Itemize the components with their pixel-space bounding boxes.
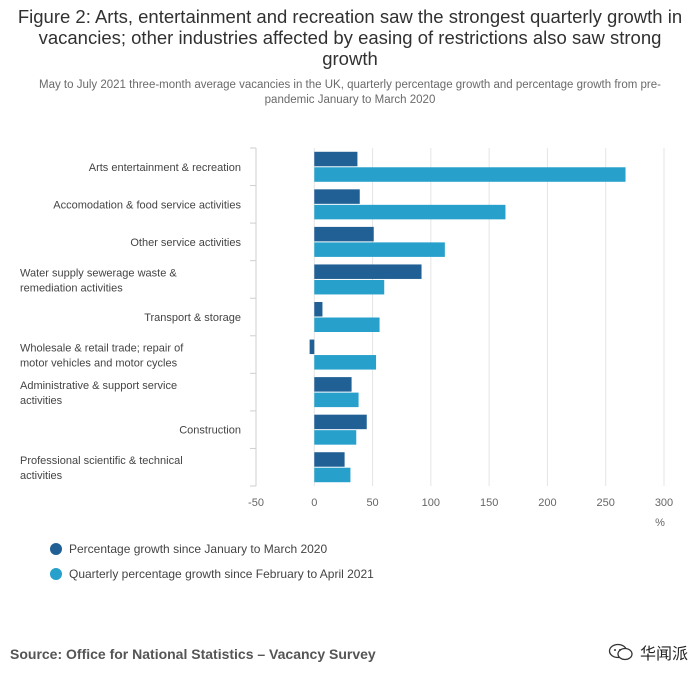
x-tick-label: 150 <box>480 497 498 509</box>
bar-quarterly <box>314 467 351 483</box>
bar-quarterly <box>314 242 445 257</box>
category-label: Professional scientific & technical <box>20 455 183 467</box>
bar-pre-pandemic <box>314 302 323 317</box>
bar-pre-pandemic <box>314 189 360 204</box>
category-label: Transport & storage <box>144 312 241 324</box>
x-tick-label: 300 <box>655 497 673 509</box>
x-axis-label: % <box>655 517 665 529</box>
bar-quarterly <box>314 392 359 408</box>
x-tick-label: 200 <box>538 497 556 509</box>
bar-quarterly <box>314 204 506 220</box>
watermark: 华闻派 <box>608 640 688 664</box>
x-tick-label: 100 <box>422 497 440 509</box>
x-tick-label: 50 <box>366 497 378 509</box>
legend-label-pre-pandemic: Percentage growth since January to March… <box>69 542 328 556</box>
wechat-icon <box>608 643 633 661</box>
bar-pre-pandemic <box>314 264 422 279</box>
category-label: activities <box>20 470 63 482</box>
bar-quarterly <box>314 355 377 370</box>
legend-label-quarterly: Quarterly percentage growth since Februa… <box>69 567 374 581</box>
category-label: Administrative & support service <box>20 380 177 392</box>
bar-pre-pandemic <box>314 226 374 242</box>
bar-quarterly <box>314 430 357 445</box>
bar-pre-pandemic <box>314 414 367 430</box>
bar-pre-pandemic <box>314 151 358 167</box>
legend-item-quarterly[interactable]: Quarterly percentage growth since Februa… <box>50 567 374 581</box>
bar-pre-pandemic <box>314 377 352 392</box>
category-label: motor vehicles and motor cycles <box>20 358 178 370</box>
legend-marker-quarterly <box>50 568 62 580</box>
x-tick-label: 0 <box>311 497 317 509</box>
category-label: remediation activities <box>20 282 123 294</box>
bar-pre-pandemic <box>309 339 315 355</box>
bar-quarterly <box>314 167 626 182</box>
category-label: Arts entertainment & recreation <box>89 162 241 174</box>
category-label: Water supply sewerage waste & <box>20 267 177 279</box>
source-note: Source: Office for National Statistics –… <box>10 646 376 662</box>
chart-subtitle: May to July 2021 three-month average vac… <box>39 79 661 106</box>
bar-chart: Arts entertainment & recreation Accomodat… <box>20 147 673 529</box>
bar-quarterly <box>314 317 380 332</box>
x-tick-label: -50 <box>248 497 264 509</box>
bar-quarterly <box>314 279 385 295</box>
category-label: activities <box>20 395 63 407</box>
legend-item-pre-pandemic[interactable]: Percentage growth since January to March… <box>50 542 327 556</box>
category-label: Construction <box>179 425 241 437</box>
watermark-text: 华闻派 <box>639 644 688 663</box>
legend-marker-pre-pandemic <box>50 543 62 555</box>
category-label: Accomodation & food service activities <box>53 199 241 211</box>
x-tick-label: 250 <box>597 497 615 509</box>
bar-pre-pandemic <box>314 452 345 467</box>
chart-title: Figure 2: Arts, entertainment and recrea… <box>17 6 683 69</box>
category-label: Other service activities <box>130 237 241 249</box>
category-label: Wholesale & retail trade; repair of <box>20 343 184 355</box>
